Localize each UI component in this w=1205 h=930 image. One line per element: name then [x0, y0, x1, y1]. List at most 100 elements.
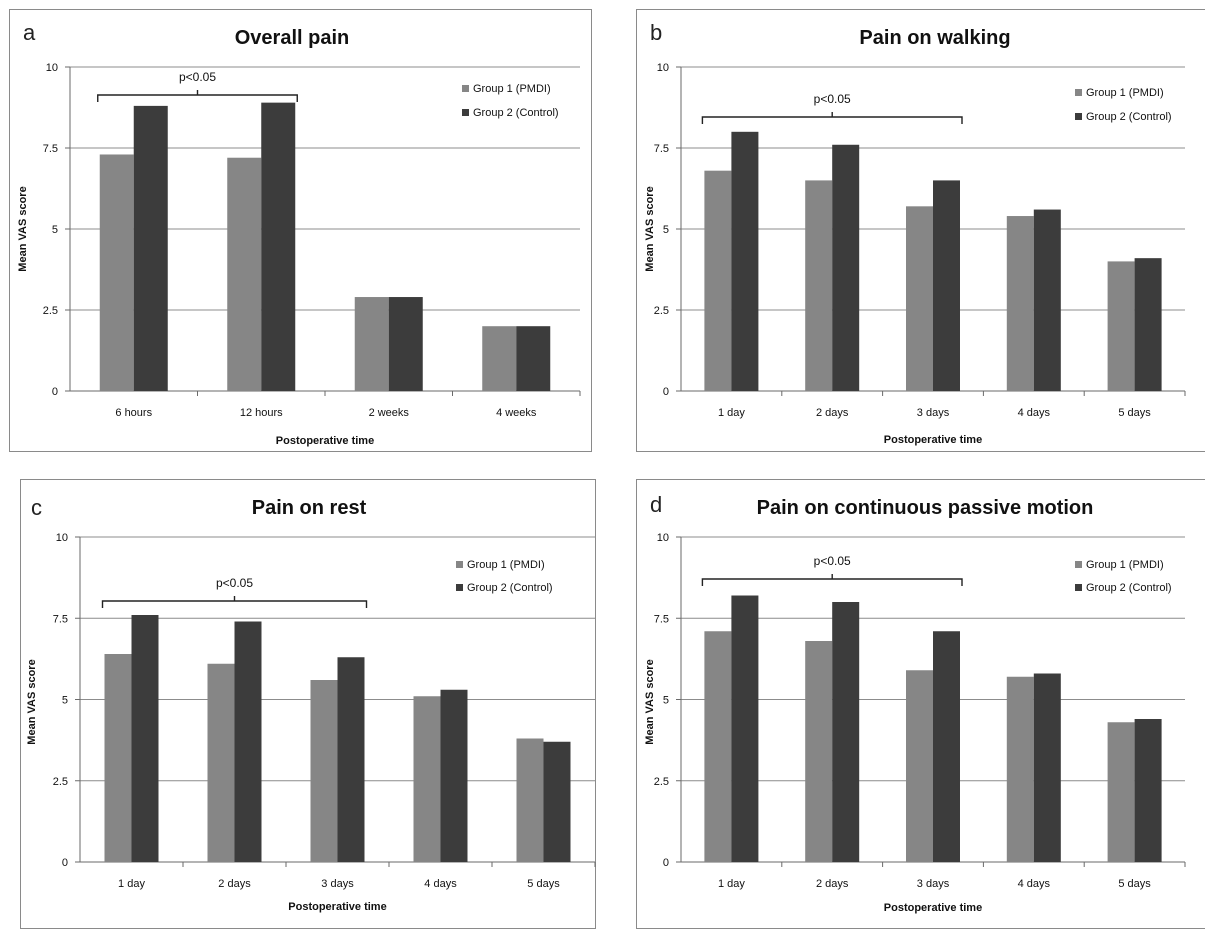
- bar-group1: [805, 641, 833, 862]
- x-tick-label: 3 days: [917, 407, 950, 419]
- y-tick-label: 7.5: [53, 613, 68, 625]
- panel-letter: c: [31, 495, 42, 520]
- bar-group2: [1033, 673, 1061, 862]
- legend-label: Group 2 (Control): [1086, 111, 1172, 123]
- legend-swatch: [456, 584, 463, 591]
- y-axis-label: Mean VAS score: [644, 659, 656, 744]
- y-tick-label: 2.5: [654, 776, 669, 788]
- legend-swatch: [1075, 89, 1082, 96]
- bar-group1: [354, 297, 389, 391]
- bar-group2: [1134, 258, 1162, 391]
- bar-group2: [261, 102, 296, 391]
- panel-letter: a: [23, 20, 36, 45]
- y-tick-label: 10: [56, 532, 68, 544]
- y-axis-label: Mean VAS score: [644, 186, 656, 271]
- chart-title: Pain on rest: [252, 497, 367, 519]
- legend-swatch: [462, 85, 469, 92]
- y-axis-label: Mean VAS score: [17, 186, 29, 271]
- legend-label: Group 1 (PMDI): [1086, 559, 1164, 571]
- bar-group1: [1107, 722, 1135, 862]
- legend-swatch: [1075, 561, 1082, 568]
- x-axis-label: Postoperative time: [288, 901, 386, 913]
- bar-group2: [832, 602, 860, 862]
- bar-group1: [1006, 216, 1034, 391]
- x-tick-label: 3 days: [321, 878, 354, 890]
- chart-panel-c: c Pain on rest 0 2.5 5 7.5 10 1 day 2 days 3 days…: [20, 479, 596, 929]
- y-tick-label: 5: [62, 695, 68, 707]
- bar-group1: [704, 170, 732, 391]
- panel-letter: b: [650, 20, 662, 45]
- bar-group1: [482, 326, 517, 391]
- x-axis-label: Postoperative time: [276, 435, 374, 447]
- x-tick-label: 2 days: [816, 878, 849, 890]
- x-tick-label: 4 weeks: [496, 407, 537, 419]
- legend-swatch: [1075, 113, 1082, 120]
- significance-label: p<0.05: [814, 92, 851, 106]
- bar-group2: [933, 180, 960, 391]
- bar-group1: [207, 663, 235, 862]
- y-tick-label: 5: [663, 695, 669, 707]
- x-tick-label: 2 days: [816, 407, 849, 419]
- bar-group1: [805, 180, 833, 391]
- panel-letter: d: [650, 492, 662, 517]
- bar-group1: [99, 154, 134, 391]
- bar-group1: [906, 670, 933, 862]
- y-tick-label: 5: [52, 224, 58, 236]
- bar-group2: [131, 615, 159, 862]
- y-tick-label: 0: [663, 386, 669, 398]
- chart-svg: c Pain on rest 0 2.5 5 7.5 10 1 day 2 days 3 days…: [26, 495, 596, 913]
- legend-swatch: [462, 109, 469, 116]
- legend-swatch: [1075, 584, 1082, 591]
- bar-group2: [1033, 209, 1061, 391]
- significance-bracket: [701, 574, 963, 586]
- bar-group2: [133, 105, 168, 391]
- x-tick-label: 1 day: [718, 407, 745, 419]
- bar-group1: [1006, 676, 1034, 862]
- y-tick-label: 7.5: [654, 143, 669, 155]
- bar-group1: [704, 631, 732, 862]
- bar-group1: [104, 654, 132, 862]
- significance-bracket: [97, 90, 298, 102]
- x-tick-label: 4 days: [1018, 407, 1051, 419]
- bar-group2: [832, 144, 860, 391]
- x-tick-label: 5 days: [1118, 878, 1151, 890]
- chart-title: Overall pain: [235, 27, 350, 49]
- x-axis-label: Postoperative time: [884, 902, 982, 914]
- y-tick-label: 10: [46, 62, 58, 74]
- x-tick-label: 12 hours: [240, 407, 283, 419]
- bar-group1: [516, 738, 544, 862]
- y-tick-label: 2.5: [53, 776, 68, 788]
- chart-panel-a: a Overall pain 0 2.5 5 7.5 10 6 hours 12 hours 2 …: [9, 9, 592, 452]
- legend-label: Group 2 (Control): [467, 582, 553, 594]
- legend-label: Group 2 (Control): [1086, 582, 1172, 594]
- y-tick-label: 5: [663, 224, 669, 236]
- x-axis-label: Postoperative time: [884, 434, 982, 446]
- significance-label: p<0.05: [179, 70, 216, 84]
- bar-group2: [337, 657, 365, 862]
- x-tick-label: 5 days: [527, 878, 560, 890]
- legend-label: Group 1 (PMDI): [467, 559, 545, 571]
- chart-svg: a Overall pain 0 2.5 5 7.5 10 6 hours 12 hours 2 …: [17, 20, 581, 447]
- legend-label: Group 1 (PMDI): [1086, 87, 1164, 99]
- bar-group1: [906, 206, 933, 391]
- x-tick-label: 1 day: [718, 878, 745, 890]
- x-tick-label: 2 weeks: [369, 407, 410, 419]
- chart-svg: b Pain on walking 0 2.5 5 7.5 10 1 day 2 days 3 d…: [644, 20, 1186, 446]
- significance-bracket: [101, 596, 368, 608]
- x-tick-label: 5 days: [1118, 407, 1151, 419]
- bar-group2: [388, 297, 423, 391]
- y-tick-label: 7.5: [654, 613, 669, 625]
- x-tick-label: 6 hours: [115, 407, 152, 419]
- bar-group2: [731, 595, 759, 862]
- legend-label: Group 1 (PMDI): [473, 83, 551, 95]
- bar-group2: [933, 631, 960, 862]
- significance-label: p<0.05: [814, 554, 851, 568]
- x-tick-label: 1 day: [118, 878, 145, 890]
- bar-group2: [1134, 719, 1162, 862]
- y-tick-label: 0: [52, 386, 58, 398]
- bar-group1: [1107, 261, 1135, 391]
- y-tick-label: 2.5: [654, 305, 669, 317]
- bar-group2: [516, 326, 551, 391]
- chart-svg: d Pain on continuous passive motion 0 2.5 5 7…: [644, 492, 1186, 914]
- y-tick-label: 0: [663, 857, 669, 869]
